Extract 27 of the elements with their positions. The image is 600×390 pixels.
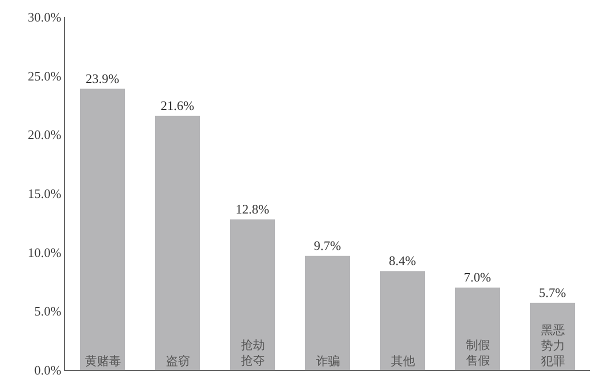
y-tick-label: 5.0% (34, 304, 62, 319)
x-tick-label: 抢劫抢夺 (241, 338, 265, 368)
y-tick-label: 15.0% (28, 186, 62, 202)
y-tick-label: 25.0% (28, 68, 62, 84)
data-label: 8.4% (388, 253, 416, 268)
x-tick-label: 黄赌毒 (85, 354, 121, 368)
bar (455, 288, 500, 370)
data-label: 5.7% (538, 284, 566, 300)
bar (155, 116, 200, 370)
y-tick-label: 10.0% (28, 244, 62, 260)
x-tick-label: 黑恶势力犯罪 (541, 323, 565, 368)
data-label: 23.9% (86, 70, 120, 86)
bar (230, 219, 275, 370)
data-label: 7.0% (464, 270, 492, 285)
x-tick-label: 制假售假 (466, 338, 490, 368)
bar (80, 88, 125, 370)
bar (380, 271, 425, 370)
data-label: 9.7% (314, 238, 342, 253)
x-tick-label: 诈骗 (316, 354, 340, 368)
data-label: 12.8% (236, 201, 270, 216)
bar (305, 256, 350, 370)
y-tick-label: 0.0% (34, 362, 62, 378)
y-tick-label: 30.0% (28, 10, 62, 25)
data-label: 21.6% (160, 98, 194, 113)
y-tick-label: 20.0% (28, 127, 62, 142)
x-tick-label: 盗窃 (166, 354, 190, 368)
x-tick-label: 其他 (391, 354, 415, 368)
